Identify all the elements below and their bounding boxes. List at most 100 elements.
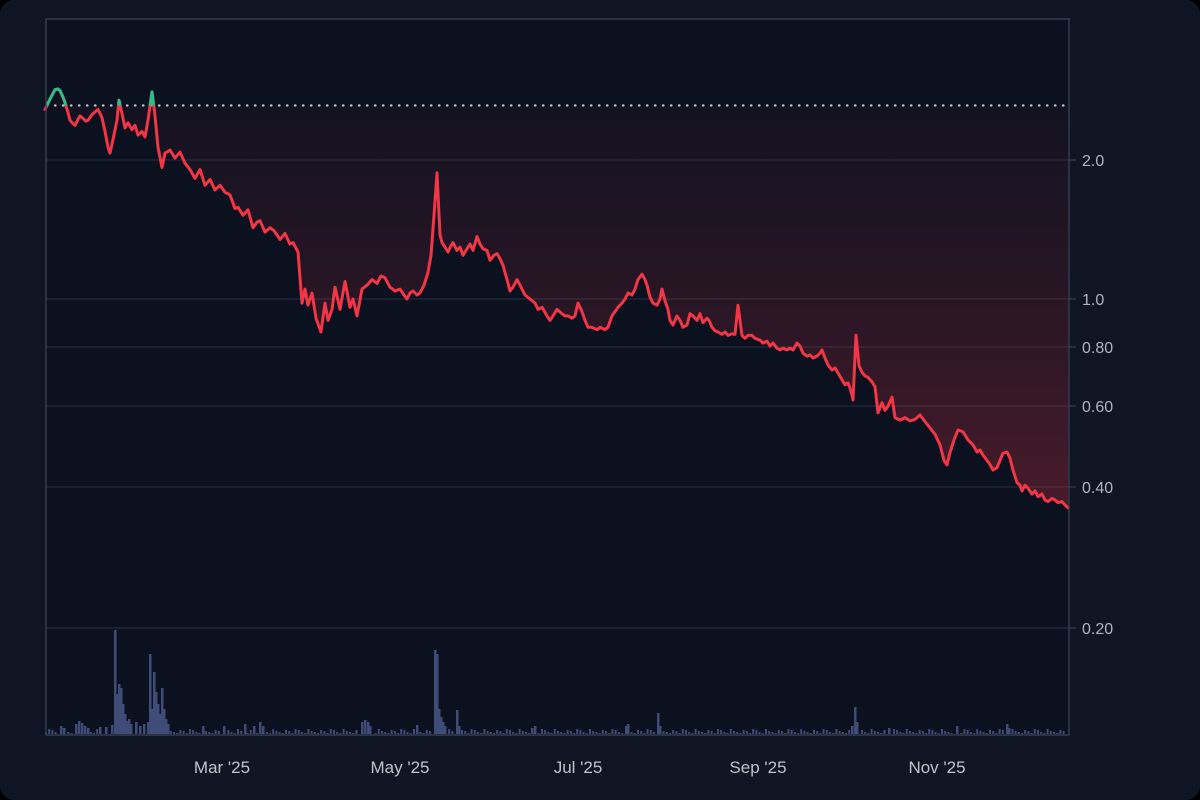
y-axis-label-0.60: 0.60 xyxy=(1082,399,1113,416)
volume-bar xyxy=(918,730,921,734)
volume-bar xyxy=(611,729,614,734)
volume-bar xyxy=(139,726,142,734)
volume-bar xyxy=(1053,732,1055,734)
volume-bar xyxy=(1046,729,1049,734)
volume-bar xyxy=(111,725,114,734)
volume-bar xyxy=(502,733,505,734)
volume-bar xyxy=(176,733,179,734)
volume-bar xyxy=(995,733,998,734)
volume-bar xyxy=(861,730,863,734)
volume-bar xyxy=(867,733,870,734)
volume-bar xyxy=(979,731,982,734)
volume-bar xyxy=(486,731,489,734)
volume-bar xyxy=(960,733,963,734)
volume-bar xyxy=(550,733,553,734)
volume-bar xyxy=(483,729,486,734)
volume-bar xyxy=(787,729,790,734)
volume-bar xyxy=(406,732,409,734)
volume-bar xyxy=(662,731,665,734)
volume-bar xyxy=(159,714,162,734)
x-axis-label: May '25 xyxy=(371,758,430,777)
volume-bar xyxy=(825,730,828,734)
volume-bar xyxy=(672,730,675,734)
volume-bar xyxy=(912,732,915,734)
volume-bar xyxy=(84,726,87,734)
volume-bar xyxy=(262,726,265,734)
volume-bar xyxy=(681,729,684,734)
volume-bar xyxy=(592,731,595,734)
volume-bar xyxy=(336,732,339,734)
volume-bar xyxy=(566,730,569,734)
volume-bar xyxy=(649,730,652,734)
volume-bar xyxy=(297,730,300,734)
volume-bar xyxy=(864,732,867,734)
volume-bar xyxy=(704,733,707,734)
volume-bar xyxy=(387,733,390,734)
volume-bar xyxy=(278,732,281,734)
volume-bar xyxy=(605,731,607,734)
volume-bar xyxy=(130,724,133,734)
volume-bar xyxy=(761,733,764,734)
volume-bar xyxy=(544,730,547,734)
volume-bar xyxy=(701,732,703,734)
volume-bar xyxy=(688,732,691,734)
volume-bar xyxy=(323,731,326,734)
volume-bar xyxy=(797,733,799,734)
volume-bar xyxy=(800,729,803,734)
volume-bar xyxy=(832,733,835,734)
price-line-down xyxy=(43,87,1070,510)
volume-bar xyxy=(723,732,726,734)
volume-bar xyxy=(726,733,729,734)
volume-bar xyxy=(256,733,259,734)
volume-bar xyxy=(637,730,639,734)
volume-bar xyxy=(595,732,598,734)
volume-bar xyxy=(739,733,742,734)
volume-bar xyxy=(1011,729,1014,734)
volume-bar xyxy=(126,721,129,734)
volume-bar xyxy=(515,733,518,734)
volume-bar xyxy=(87,728,90,734)
volume-bar xyxy=(128,719,131,734)
volume-bar xyxy=(473,730,476,734)
volume-bar xyxy=(576,729,579,734)
volume-bar xyxy=(694,729,697,734)
volume-bar xyxy=(393,731,396,734)
volume-bar xyxy=(838,731,841,734)
volume-bar xyxy=(143,724,146,734)
volume-bar xyxy=(713,733,716,734)
volume-bar xyxy=(585,733,588,734)
volume-bar xyxy=(630,732,633,734)
volume-bar xyxy=(841,732,844,734)
volume-bar xyxy=(493,733,495,734)
volume-bar xyxy=(534,726,537,734)
volume-bar xyxy=(165,719,168,734)
volume-bar xyxy=(440,717,443,734)
volume-bar xyxy=(928,729,931,734)
x-axis-label: Nov '25 xyxy=(908,758,965,777)
volume-bar xyxy=(809,733,812,734)
volume-bar xyxy=(985,733,988,734)
volume-bar xyxy=(733,731,735,734)
volume-bar xyxy=(419,732,422,734)
volume-bar xyxy=(122,704,125,734)
volume-bar xyxy=(489,732,492,734)
volume-bar xyxy=(301,732,303,734)
volume-bar xyxy=(434,650,437,734)
volume-bar xyxy=(361,722,364,734)
y-axis-label-0.20: 0.20 xyxy=(1082,621,1113,638)
volume-bar xyxy=(1043,733,1046,734)
volume-bar xyxy=(377,729,380,734)
volume-bar xyxy=(653,732,655,734)
volume-bar xyxy=(155,692,158,734)
volume-bar xyxy=(96,729,99,734)
volume-bar xyxy=(480,733,483,734)
volume-bar xyxy=(477,732,479,734)
volume-bar xyxy=(806,732,809,734)
volume-bar xyxy=(557,731,559,734)
volume-bar xyxy=(934,732,937,734)
volume-bar xyxy=(665,732,668,734)
volume-bar xyxy=(451,731,454,734)
volume-bar xyxy=(438,709,441,734)
